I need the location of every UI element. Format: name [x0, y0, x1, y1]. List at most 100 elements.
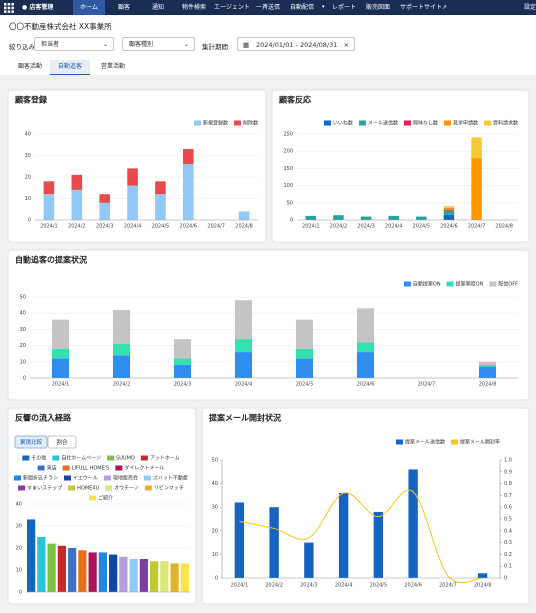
nav-item[interactable]: 通知 — [152, 4, 165, 11]
bar-segment — [43, 194, 55, 220]
y-tick-label: 50 — [212, 458, 218, 464]
bar-segment — [99, 194, 110, 203]
legend-swatch — [403, 120, 411, 126]
x-tick-label: 2024/8 — [474, 583, 492, 589]
bar-segment — [51, 348, 70, 359]
legend-label: アットホーム — [150, 456, 180, 462]
y-tick-label: 30 — [212, 505, 218, 511]
legend-swatch — [443, 120, 451, 126]
nav-item[interactable]: 販売図面 — [366, 4, 391, 11]
y-tick-label: 40 — [16, 502, 22, 508]
y-tick-label: 10 — [25, 196, 31, 202]
bar-segment — [155, 181, 166, 195]
date-text: 2024/01/01 - 2024/08/31 — [256, 41, 338, 49]
card-title: 反響の流入経路 — [15, 413, 72, 423]
legend-item: ご紹介 — [88, 495, 113, 502]
bar — [150, 561, 159, 592]
toggle-button[interactable] — [47, 435, 77, 449]
bar — [234, 502, 245, 578]
bar — [304, 542, 314, 578]
legend-label: 提案メール開封率 — [460, 439, 500, 446]
legend-item: 配信OFF — [489, 281, 518, 288]
bar — [180, 563, 189, 592]
x-tick-label: 2024/1 — [302, 224, 320, 230]
nav-item[interactable]: 設定 — [524, 4, 536, 11]
bar-segment — [356, 308, 375, 343]
bar-segment — [173, 358, 192, 366]
legend-swatch — [18, 485, 26, 491]
tab[interactable]: 営業活動 — [101, 63, 126, 70]
y-tick-label: 0.8 — [504, 481, 512, 487]
bar-segment — [127, 168, 138, 186]
legend-item: 提案メール送信数 — [395, 439, 445, 446]
tab[interactable]: 自動追客 — [50, 60, 91, 75]
nav-item[interactable]: 物件検索 — [182, 4, 207, 11]
nav-item[interactable]: ホーム — [73, 0, 105, 15]
legend-swatch — [115, 465, 123, 471]
line-series — [239, 489, 483, 584]
bar — [269, 507, 279, 578]
calendar-icon: ▦ — [243, 41, 250, 49]
select[interactable]: 担当者 ⌄ — [34, 37, 114, 51]
bar-segment — [183, 149, 194, 165]
bar-segment — [43, 181, 55, 195]
nav-item[interactable]: レポート — [332, 4, 357, 11]
nav-item[interactable]: 自動配信 — [290, 4, 315, 11]
card — [201, 407, 530, 605]
external-icon[interactable]: ↗ — [442, 4, 448, 11]
y-tick-label: 10 — [16, 568, 22, 574]
bar-segment — [356, 342, 375, 353]
toggle-button[interactable] — [14, 435, 48, 449]
x-tick-label: 2024/2 — [113, 382, 131, 388]
bar-segment — [443, 214, 455, 220]
y-tick-label: 40 — [20, 311, 26, 317]
legend-item: リビンマッチ — [144, 485, 184, 492]
legend-label: メール送信数 — [368, 120, 398, 127]
x-tick-label: 2024/5 — [370, 583, 388, 589]
legend-label: 興味なし数 — [413, 120, 438, 127]
select-text: 顧客種別 — [129, 41, 154, 48]
card-title: 顧客反応 — [279, 95, 311, 105]
legend-swatch — [403, 281, 411, 287]
y-tick-label: 150 — [283, 166, 293, 172]
bar-segment — [155, 194, 166, 220]
y-tick-label: 50 — [287, 200, 293, 206]
toggle-label[interactable]: 割合 — [56, 438, 68, 446]
toggle-label[interactable]: 累積比較 — [20, 438, 43, 446]
legend-label: イエウール — [73, 475, 98, 482]
nav-caret[interactable]: ▾ — [322, 4, 325, 10]
y-tick-label: 250 — [283, 132, 293, 138]
menu-icon[interactable] — [4, 2, 14, 13]
legend-label: ズバット不動産 — [153, 475, 188, 482]
legend-swatch — [88, 495, 96, 501]
bar-segment — [478, 366, 497, 378]
nav-item[interactable]: サポートサイト — [400, 4, 443, 11]
date-range[interactable]: ▦ 2024/01/01 - 2024/08/31 × — [237, 37, 355, 51]
card — [7, 249, 530, 401]
legend-item: その他 — [22, 455, 46, 462]
y-tick-label: 20 — [20, 343, 26, 349]
legend-label: 資料請求数 — [493, 120, 518, 127]
nav-item[interactable]: エージェント — [214, 4, 250, 11]
legend-label: 提案メール送信数 — [405, 439, 445, 446]
legend-label: 自社ホームページ — [61, 455, 101, 462]
y-tick-label: 0 — [19, 590, 22, 596]
y-tick-label: 20 — [16, 546, 22, 552]
nav-item[interactable]: 顧客 — [118, 4, 131, 11]
bar-segment — [71, 174, 83, 190]
bar — [477, 573, 488, 578]
legend: 提案メール送信数 提案メール開封率 — [395, 439, 500, 446]
x-tick-label: 2024/1 — [40, 224, 58, 230]
y-tick-label: 0.1 — [504, 564, 512, 570]
logo[interactable]: ● 店客管理 — [22, 4, 54, 11]
legend-item: 現地販売会 — [103, 475, 138, 482]
card-title: 提案メール開封状況 — [209, 413, 281, 423]
company-name: 〇〇不動産株式会社 XX事業所 — [9, 22, 112, 31]
bar-segment — [478, 361, 497, 366]
select[interactable]: 顧客種別 ⌄ — [122, 37, 195, 51]
legend-item: 自動提案ON — [403, 281, 441, 288]
legend-swatch — [107, 455, 115, 461]
nav-item[interactable]: 一斉送信 — [256, 4, 281, 11]
tab[interactable]: 顧客活動 — [18, 63, 43, 70]
clear-icon[interactable]: × — [343, 41, 349, 49]
